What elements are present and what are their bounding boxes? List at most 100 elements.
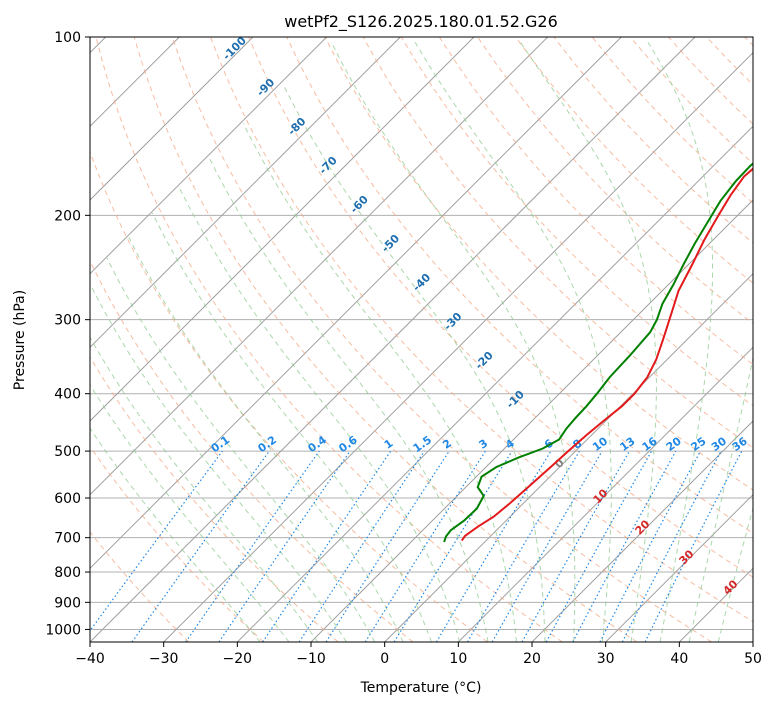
mixing-ratio-line <box>599 450 702 642</box>
mixing-ratio-label: 2 <box>440 437 454 452</box>
isotherm-gridline <box>678 567 753 642</box>
mixing-ratio-line <box>325 450 450 642</box>
mixing-ratio-label: 0.2 <box>256 433 279 455</box>
isotherm-gridline <box>384 272 753 642</box>
moist-adiabat <box>688 355 753 642</box>
dry-adiabat <box>286 37 753 534</box>
moist-adiabat <box>90 383 290 642</box>
moist-adiabat-label: 20 <box>633 517 653 537</box>
dry-adiabat <box>171 37 712 642</box>
dry-adiabat <box>90 356 339 642</box>
isotherm-gridline <box>90 37 696 642</box>
dry-adiabat <box>90 531 190 642</box>
dry-adiabat <box>95 37 563 642</box>
isotherm-gridline <box>310 199 753 642</box>
moist-adiabat <box>208 157 489 642</box>
x-tick-label: −40 <box>75 651 105 667</box>
mixing-ratio-line <box>364 450 486 642</box>
dry-adiabat <box>90 445 264 642</box>
moist-adiabat <box>330 41 576 642</box>
isotherm-gridline <box>90 37 328 275</box>
mixing-ratio-label: 0.1 <box>209 433 232 455</box>
isotherm-gridline <box>163 51 753 642</box>
dry-adiabat <box>438 37 753 366</box>
dry-adiabat <box>90 259 414 642</box>
dry-adiabat-label: -60 <box>348 193 371 216</box>
dry-adiabat-label: -90 <box>254 76 277 99</box>
y-tick-label: 600 <box>54 491 81 507</box>
mixing-ratio-line <box>521 450 631 642</box>
moist-adiabat <box>90 282 347 642</box>
dry-adiabat-label: -80 <box>285 115 308 138</box>
mixing-ratio-label: 3 <box>477 437 491 452</box>
mixing-ratio-line <box>572 450 677 642</box>
x-tick-label: 40 <box>670 651 688 667</box>
plot-frame <box>89 36 754 643</box>
mixing-ratio-line <box>218 450 351 642</box>
x-tick-label: 0 <box>380 651 389 667</box>
moist-adiabat <box>128 237 404 642</box>
isotherm-gridline <box>90 37 401 349</box>
dewpoint-profile-line <box>443 162 753 543</box>
dry-adiabat <box>90 150 488 642</box>
x-tick-label: 20 <box>523 651 541 667</box>
dry-adiabat-label: -30 <box>441 310 464 333</box>
y-tick-label: 400 <box>54 387 81 403</box>
dry-adiabat-label: -100 <box>220 34 249 63</box>
y-tick-label: 800 <box>54 565 81 581</box>
y-axis-label: Pressure (hPa) <box>12 290 28 390</box>
mixing-ratio-label: 1.5 <box>411 433 434 455</box>
isotherm-gridline <box>457 346 753 642</box>
y-tick-label: 300 <box>54 313 81 329</box>
moist-adiabat-label: 40 <box>721 577 741 597</box>
moist-adiabat <box>106 257 376 642</box>
temperature-profile-line <box>460 167 753 542</box>
dry-adiabat <box>706 37 753 86</box>
x-axis-label: Temperature (°C) <box>360 680 482 696</box>
x-tick-label: 50 <box>744 651 762 667</box>
moist-adiabat <box>151 212 432 642</box>
moist-adiabat <box>90 427 261 642</box>
y-tick-label: 700 <box>54 531 81 547</box>
mixing-ratio-line <box>435 450 552 642</box>
x-tick-label: −20 <box>223 651 253 667</box>
chart-title: wetPf2_S126.2025.180.01.52.G26 <box>284 12 558 32</box>
dry-adiabat <box>210 37 753 623</box>
moist-adiabat <box>414 41 612 642</box>
isotherm-gridline <box>90 37 475 422</box>
dry-adiabat <box>744 37 753 47</box>
x-tick-label: −10 <box>296 651 326 667</box>
mixing-ratio-line <box>644 450 743 642</box>
isopleth-labels: 0.1 0.2 0.4 0.6 1 1.5 2 3 4 6 8 10 13 16 20 25 30 36-100-… <box>209 34 750 598</box>
y-tick-label: 100 <box>54 30 81 46</box>
dry-adiabat-label: -50 <box>379 232 402 255</box>
x-tick-label: 30 <box>597 651 615 667</box>
isotherm-gridline <box>531 420 753 642</box>
isotherm-gridline <box>236 125 753 642</box>
mixing-ratio-line <box>90 450 223 632</box>
isotherm-gridline <box>90 37 622 570</box>
mixing-ratio-label: 0.4 <box>306 433 330 455</box>
mixing-ratio-line <box>545 450 653 642</box>
background-lines <box>90 37 753 642</box>
mixing-ratio-line <box>262 450 392 642</box>
isotherm-gridline <box>605 493 753 642</box>
moist-adiabat <box>179 187 461 642</box>
mixing-ratio-line <box>298 450 425 642</box>
y-tick-label: 900 <box>54 595 81 611</box>
dry-adiabat <box>133 37 638 642</box>
dry-adiabat <box>400 37 753 407</box>
moist-adiabat-label: 30 <box>677 547 697 567</box>
mixing-ratio-line <box>185 450 320 642</box>
y-axis: 100 200 300 400 500 600 700 800 900 1000 <box>45 30 90 638</box>
moist-adiabat <box>242 123 517 642</box>
isotherm-gridline <box>90 37 254 201</box>
dry-adiabat <box>515 37 753 284</box>
y-tick-label: 1000 <box>45 622 81 638</box>
x-tick-label: −30 <box>149 651 179 667</box>
mixing-ratio-line <box>393 450 513 642</box>
dry-adiabat-label: -40 <box>410 271 433 294</box>
dry-adiabat-label: -20 <box>473 349 496 372</box>
y-tick-label: 500 <box>54 444 81 460</box>
